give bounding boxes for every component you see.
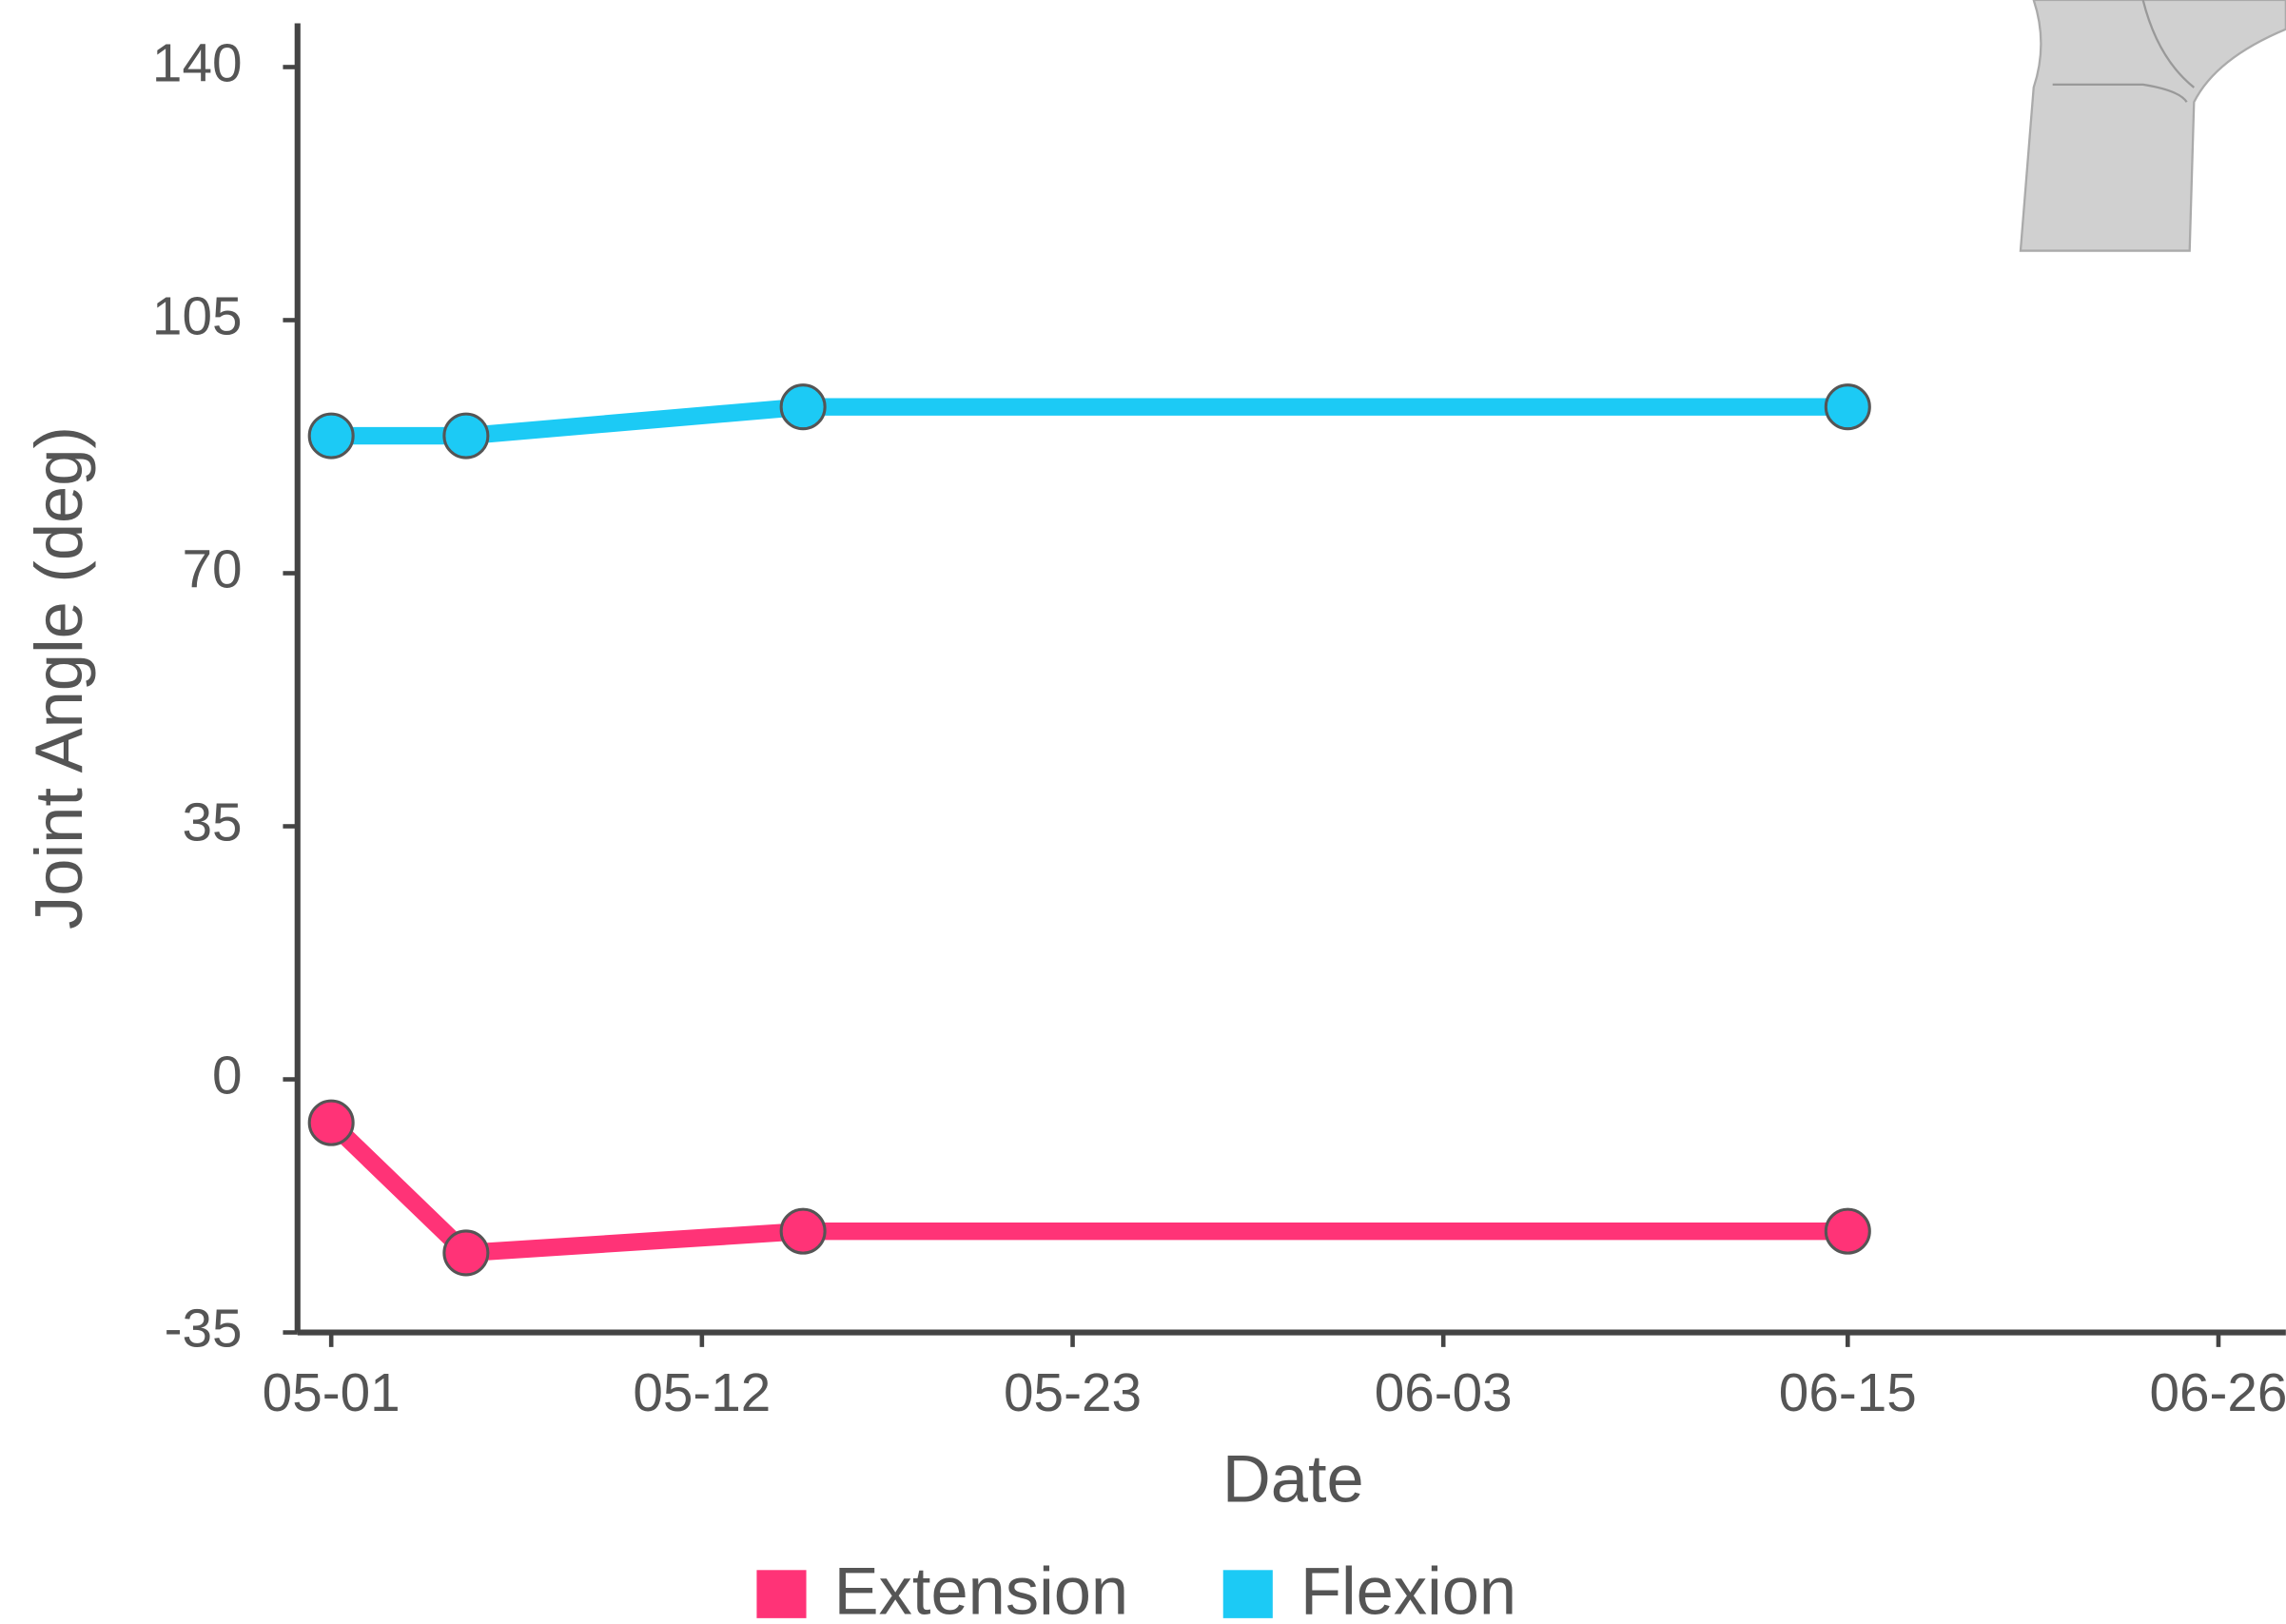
series-line	[322, 398, 1857, 445]
x-tick-label: 06-03	[1375, 1363, 1513, 1423]
data-point	[1824, 383, 1871, 431]
y-tick-label: 0	[212, 1046, 243, 1105]
data-point	[442, 412, 490, 460]
x-tick-label: 05-23	[1004, 1363, 1142, 1423]
legend-item: Extension	[756, 1554, 1128, 1624]
data-point	[779, 1207, 827, 1255]
y-axis-title: Joint Angle (deg)	[21, 426, 96, 929]
legend-item: Flexion	[1222, 1554, 1516, 1624]
hand-shape	[2019, 0, 2286, 252]
series-line	[322, 1113, 1857, 1262]
legend-swatch	[756, 1570, 807, 1618]
data-point	[307, 1099, 355, 1146]
x-tick-label: 06-15	[1779, 1363, 1917, 1423]
data-point	[1824, 1207, 1871, 1255]
x-tick-label: 05-12	[633, 1363, 771, 1423]
y-tick-label: 35	[182, 792, 242, 852]
data-point	[307, 412, 355, 460]
x-tick-label: 05-01	[263, 1363, 401, 1423]
hand-crease	[2052, 83, 2188, 103]
legend-swatch	[1222, 1570, 1273, 1618]
legend-label: Flexion	[1300, 1554, 1516, 1624]
y-tick-label: 105	[152, 286, 243, 346]
y-tick-label: 140	[152, 33, 243, 93]
legend-label: Extension	[834, 1554, 1128, 1624]
hand-illustration	[2019, 0, 2286, 252]
x-axis-title: Date	[1222, 1441, 1364, 1516]
x-tick-label: 06-26	[2149, 1363, 2286, 1423]
hand-crease	[2141, 0, 2196, 88]
y-tick-label: 70	[182, 539, 242, 599]
data-point	[442, 1229, 490, 1277]
y-tick-label: -35	[165, 1300, 243, 1360]
data-point	[779, 383, 827, 431]
